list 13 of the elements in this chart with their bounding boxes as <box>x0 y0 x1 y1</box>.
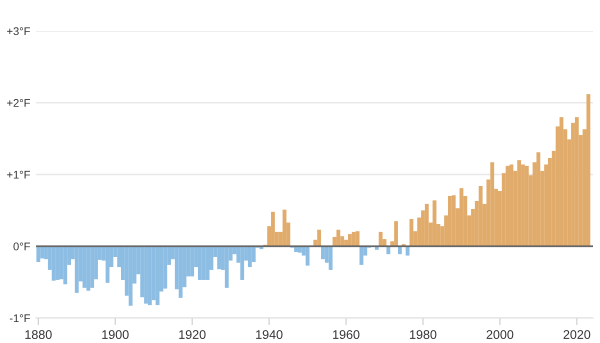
x-tick-label: 1900 <box>102 330 129 339</box>
x-tick-label: 1960 <box>333 330 360 339</box>
x-tick-label: 2020 <box>564 330 590 339</box>
y-tick-label: +1°F <box>7 170 30 179</box>
x-tick-label: 1920 <box>179 330 206 339</box>
x-tick-label: 1880 <box>25 330 52 339</box>
x-tick-label: 1940 <box>256 330 283 339</box>
y-tick-label: -1°F <box>10 314 30 322</box>
x-tick-label: 1980 <box>410 330 436 339</box>
y-tick-label: 0°F <box>13 242 30 250</box>
x-tick-label: 2000 <box>486 330 514 339</box>
y-tick-label: +3°F <box>7 27 30 36</box>
y-tick-label: +2°F <box>7 99 30 107</box>
